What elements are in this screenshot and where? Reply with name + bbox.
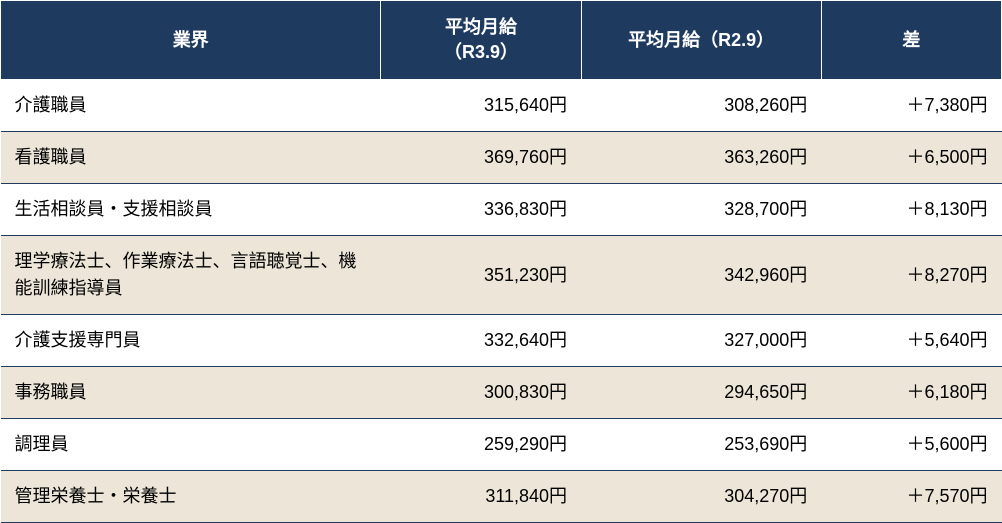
cell-salary-r29: 342,960円 (581, 236, 821, 315)
salary-table: 業界 平均月給 （R3.9） 平均月給（R2.9） 差 介護職員 315,640… (0, 0, 1002, 523)
col-header-salary-r39-line1: 平均月給 (445, 17, 517, 37)
cell-salary-r29: 253,690円 (581, 419, 821, 471)
table-body: 介護職員 315,640円 308,260円 ＋7,380円 看護職員 369,… (1, 80, 1002, 523)
cell-diff: ＋6,180円 (821, 367, 1001, 419)
cell-salary-r29: 328,700円 (581, 184, 821, 236)
cell-salary-r39: 332,640円 (381, 315, 581, 367)
cell-salary-r39: 336,830円 (381, 184, 581, 236)
cell-salary-r39: 300,830円 (381, 367, 581, 419)
cell-diff: ＋8,130円 (821, 184, 1001, 236)
cell-salary-r29: 304,270円 (581, 471, 821, 523)
cell-industry: 介護職員 (1, 80, 381, 132)
col-header-salary-r39-line2: （R3.9） (444, 42, 518, 62)
cell-industry: 看護職員 (1, 132, 381, 184)
cell-salary-r29: 308,260円 (581, 80, 821, 132)
cell-salary-r39: 259,290円 (381, 419, 581, 471)
col-header-salary-r39: 平均月給 （R3.9） (381, 1, 581, 80)
cell-salary-r39: 369,760円 (381, 132, 581, 184)
cell-industry: 事務職員 (1, 367, 381, 419)
salary-table-container: 業界 平均月給 （R3.9） 平均月給（R2.9） 差 介護職員 315,640… (0, 0, 1002, 523)
cell-industry: 介護支援専門員 (1, 315, 381, 367)
col-header-diff: 差 (821, 1, 1001, 80)
cell-industry: 管理栄養士・栄養士 (1, 471, 381, 523)
cell-salary-r39: 311,840円 (381, 471, 581, 523)
cell-salary-r29: 363,260円 (581, 132, 821, 184)
col-header-industry: 業界 (1, 1, 381, 80)
cell-diff: ＋5,640円 (821, 315, 1001, 367)
cell-industry: 調理員 (1, 419, 381, 471)
cell-salary-r29: 294,650円 (581, 367, 821, 419)
cell-salary-r39: 351,230円 (381, 236, 581, 315)
table-row: 理学療法士、作業療法士、言語聴覚士、機能訓練指導員 351,230円 342,9… (1, 236, 1002, 315)
cell-salary-r39: 315,640円 (381, 80, 581, 132)
cell-diff: ＋8,270円 (821, 236, 1001, 315)
table-row: 生活相談員・支援相談員 336,830円 328,700円 ＋8,130円 (1, 184, 1002, 236)
table-row: 看護職員 369,760円 363,260円 ＋6,500円 (1, 132, 1002, 184)
table-row: 介護職員 315,640円 308,260円 ＋7,380円 (1, 80, 1002, 132)
cell-industry: 生活相談員・支援相談員 (1, 184, 381, 236)
cell-diff: ＋6,500円 (821, 132, 1001, 184)
table-row: 事務職員 300,830円 294,650円 ＋6,180円 (1, 367, 1002, 419)
table-row: 調理員 259,290円 253,690円 ＋5,600円 (1, 419, 1002, 471)
cell-diff: ＋7,570円 (821, 471, 1001, 523)
cell-salary-r29: 327,000円 (581, 315, 821, 367)
table-row: 管理栄養士・栄養士 311,840円 304,270円 ＋7,570円 (1, 471, 1002, 523)
cell-diff: ＋5,600円 (821, 419, 1001, 471)
col-header-salary-r29: 平均月給（R2.9） (581, 1, 821, 80)
table-header-row: 業界 平均月給 （R3.9） 平均月給（R2.9） 差 (1, 1, 1002, 80)
cell-industry: 理学療法士、作業療法士、言語聴覚士、機能訓練指導員 (1, 236, 381, 315)
table-row: 介護支援専門員 332,640円 327,000円 ＋5,640円 (1, 315, 1002, 367)
cell-diff: ＋7,380円 (821, 80, 1001, 132)
